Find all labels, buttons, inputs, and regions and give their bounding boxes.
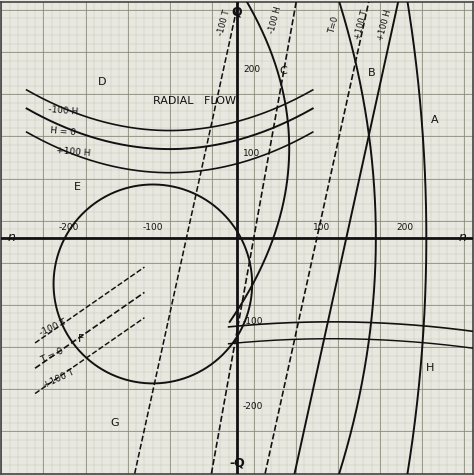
Text: H: H bbox=[426, 363, 435, 373]
Text: RADIAL   FLOW: RADIAL FLOW bbox=[154, 96, 237, 106]
Text: Q: Q bbox=[232, 5, 242, 18]
Text: B: B bbox=[368, 68, 375, 78]
Text: n: n bbox=[458, 231, 466, 244]
Text: A: A bbox=[431, 114, 438, 124]
Text: D: D bbox=[98, 76, 107, 86]
Text: 200: 200 bbox=[397, 223, 414, 232]
Text: T=0: T=0 bbox=[327, 16, 340, 35]
Text: 100: 100 bbox=[312, 223, 330, 232]
Text: -100: -100 bbox=[143, 223, 163, 232]
Text: -100 H: -100 H bbox=[267, 6, 283, 35]
Text: G: G bbox=[110, 418, 119, 428]
Text: H = 0: H = 0 bbox=[50, 126, 77, 137]
Text: +100 H: +100 H bbox=[376, 9, 392, 42]
Text: 100: 100 bbox=[243, 149, 260, 158]
Text: E: E bbox=[73, 182, 81, 192]
Text: 200: 200 bbox=[243, 65, 260, 74]
Text: -Q: -Q bbox=[229, 457, 245, 470]
Text: -100: -100 bbox=[243, 317, 264, 326]
Text: T = 0: T = 0 bbox=[39, 346, 65, 365]
Text: -100 T: -100 T bbox=[217, 9, 232, 37]
Text: -100 T: -100 T bbox=[37, 318, 67, 338]
Text: n: n bbox=[8, 231, 16, 244]
Text: C: C bbox=[279, 66, 287, 76]
Text: -200: -200 bbox=[58, 223, 79, 232]
Text: +100 T: +100 T bbox=[353, 10, 370, 41]
Text: +100 T: +100 T bbox=[42, 368, 75, 390]
Text: F: F bbox=[78, 334, 84, 344]
Text: +100 H: +100 H bbox=[56, 146, 91, 159]
Text: -100 H: -100 H bbox=[48, 105, 79, 117]
Text: -200: -200 bbox=[243, 402, 263, 411]
